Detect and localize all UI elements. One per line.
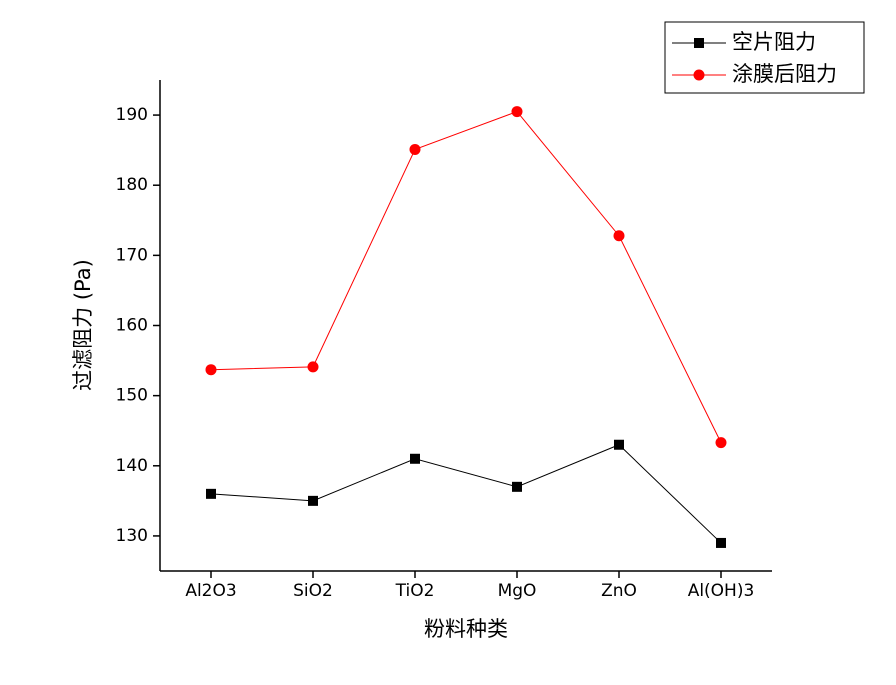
legend-box	[664, 21, 865, 94]
legend-text: 空片阻力	[732, 30, 816, 54]
data-point	[716, 537, 726, 548]
data-point	[715, 437, 727, 449]
x-tick-label: TiO2	[395, 581, 435, 601]
y-tick-label: 180	[116, 175, 148, 195]
legend-marker	[694, 38, 704, 48]
x-axis-title: 粉料种类	[424, 617, 508, 641]
x-tick-label: ZnO	[601, 581, 637, 601]
x-tick-label: MgO	[498, 581, 537, 601]
data-point	[307, 361, 319, 373]
y-tick-label: 160	[116, 316, 148, 336]
x-tick-label: Al(OH)3	[688, 581, 755, 601]
legend-text: 涂膜后阻力	[732, 62, 837, 86]
series-line	[210, 444, 722, 544]
data-point	[613, 230, 625, 242]
y-tick-label: 130	[116, 526, 148, 546]
data-point	[409, 143, 421, 155]
data-point	[511, 106, 523, 118]
y-tick-label: 140	[116, 456, 148, 476]
y-axis-title: 过滤阻力 (Pa)	[71, 259, 95, 391]
data-point	[512, 481, 522, 492]
data-point	[410, 453, 420, 464]
x-tick-label: Al2O3	[185, 581, 236, 601]
y-tick-label: 150	[116, 386, 148, 406]
x-tick-label: SiO2	[293, 581, 333, 601]
data-point	[308, 495, 318, 506]
y-tick-label: 190	[116, 105, 148, 125]
data-point	[205, 364, 217, 376]
data-point	[206, 488, 216, 499]
data-point	[614, 439, 624, 450]
legend-marker	[693, 69, 705, 81]
y-tick-label: 170	[116, 245, 148, 265]
series-line	[210, 110, 722, 443]
